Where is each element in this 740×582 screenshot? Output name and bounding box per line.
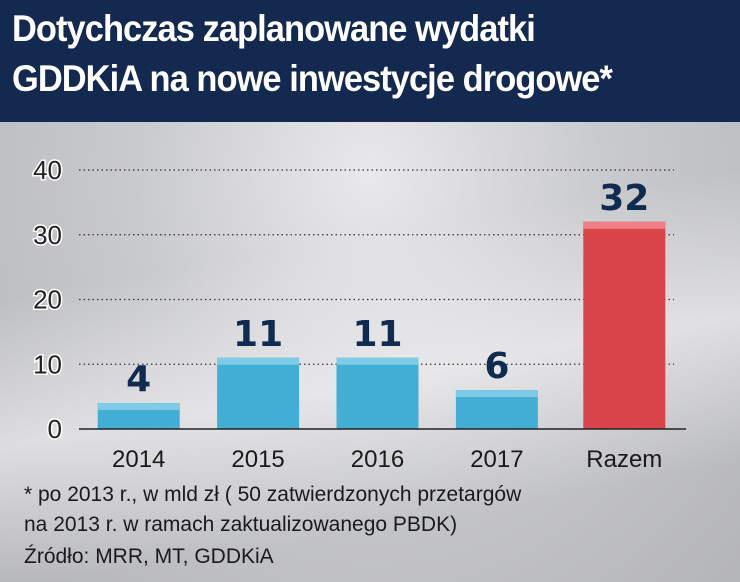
y-tick-label: 0	[48, 414, 62, 444]
data-label: 11	[352, 314, 402, 355]
chart-title-line1: Dotychczas zaplanowane wydatki	[12, 8, 536, 49]
y-tick-label: 30	[33, 220, 62, 250]
data-label: 11	[233, 314, 283, 355]
bar	[217, 357, 300, 429]
bar-highlight	[455, 390, 538, 398]
x-tick-label: 2016	[351, 446, 404, 473]
y-tick-label: 20	[33, 285, 62, 315]
data-label: 4	[126, 359, 151, 400]
bar-highlight	[336, 357, 419, 365]
title-banner: Dotychczas zaplanowane wydatki GDDKiA na…	[0, 0, 740, 122]
footnote-line1: * po 2013 r., w mld zł ( 50 zatwierdzony…	[24, 483, 522, 506]
x-tick-label: 2017	[470, 446, 523, 473]
bar	[583, 221, 666, 429]
data-label: 32	[599, 178, 649, 219]
bar-highlight	[97, 403, 180, 411]
bar	[336, 357, 419, 429]
y-tick-label: 10	[33, 349, 62, 379]
x-tick-label: 2014	[112, 446, 165, 473]
data-label: 6	[484, 346, 509, 387]
x-tick-label: Razem	[586, 446, 662, 473]
x-tick-label: 2015	[231, 446, 284, 473]
chart-title-line2: GDDKiA na nowe inwestycje drogowe*	[12, 58, 613, 99]
bar-highlight	[583, 221, 666, 229]
y-tick-label: 40	[33, 155, 62, 185]
bar-highlight	[217, 357, 300, 365]
footnote-line2: na 2013 r. w ramach zaktualizowanego PBD…	[24, 513, 458, 536]
source-note: Źródło: MRR, MT, GDDKiA	[24, 545, 274, 568]
